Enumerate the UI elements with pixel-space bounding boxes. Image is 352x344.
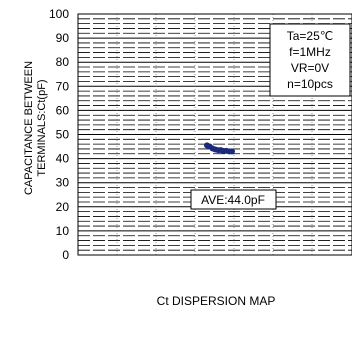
data-point [229, 148, 235, 155]
data-points [204, 142, 235, 155]
y-tick-label: 90 [56, 31, 70, 45]
y-axis-label: CAPACITANCE BETWEEN TERMINALS:Ct(pF) [23, 61, 48, 195]
y-axis-label-line1: CAPACITANCE BETWEEN [23, 61, 35, 195]
y-tick-label: 60 [56, 103, 70, 117]
y-tick-label: 0 [62, 248, 69, 262]
conditions-box: Ta=25℃ f=1MHz VR=0V n=10pcs [269, 23, 351, 97]
y-axis-label-line2: TERMINALS:Ct(pF) [36, 79, 48, 176]
y-tick-label: 70 [56, 79, 70, 93]
condition-voltage: VR=0V [291, 61, 329, 75]
y-tick-label: 30 [56, 176, 70, 190]
y-tick-label: 10 [56, 224, 70, 238]
chart-caption: Ct DISPERSION MAP [157, 294, 276, 308]
y-tick-label: 50 [56, 128, 70, 142]
conditions-box-frame [269, 23, 351, 97]
y-tick-label: 40 [56, 152, 70, 166]
y-tick-label: 100 [49, 7, 69, 21]
average-label: AVE:44.0pF [201, 193, 265, 207]
condition-frequency: f=1MHz [289, 45, 331, 59]
plot-frame [77, 13, 352, 256]
condition-sample-count: n=10pcs [287, 77, 333, 91]
y-axis-ticks: 0 10 20 30 40 50 60 70 80 90 100 [49, 7, 69, 262]
y-tick-label: 20 [56, 200, 70, 214]
condition-temperature: Ta=25℃ [287, 29, 334, 43]
average-box: AVE:44.0pF [190, 189, 277, 210]
average-box-frame [190, 189, 277, 210]
y-tick-label: 80 [56, 55, 70, 69]
